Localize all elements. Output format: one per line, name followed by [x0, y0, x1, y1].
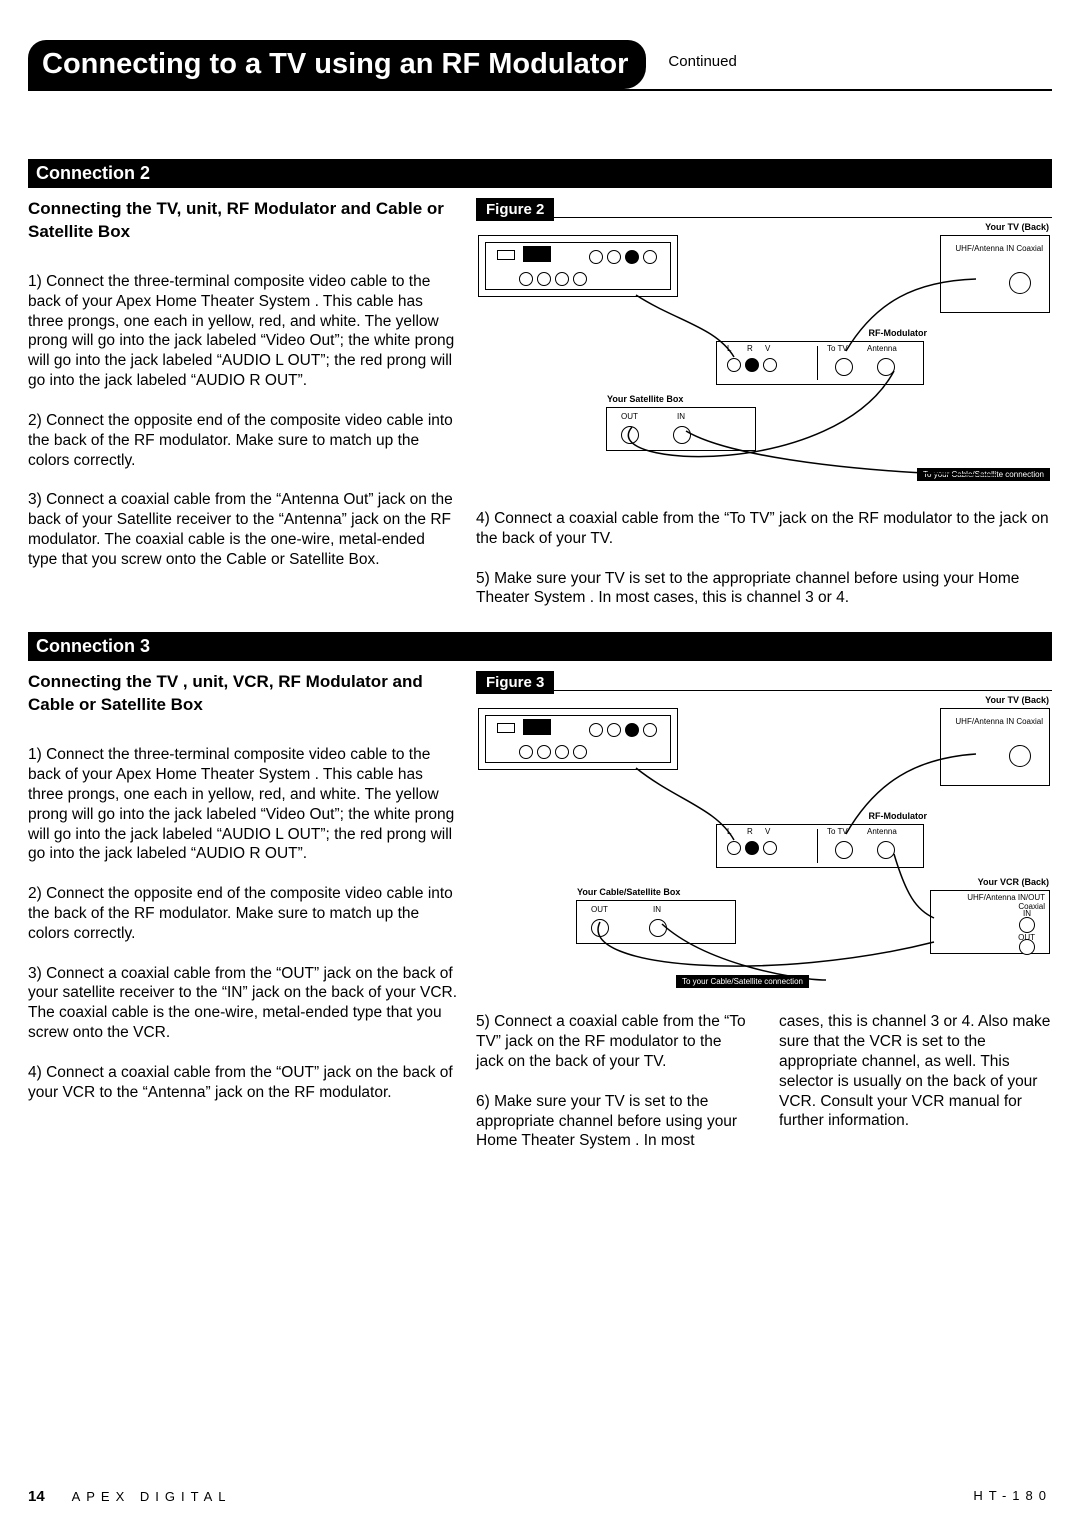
connection2-left: Connecting the TV, unit, RF Modulator an…: [28, 198, 458, 628]
footer-left: 14 APEX DIGITAL: [28, 1488, 232, 1505]
fig2-wires: [476, 231, 1046, 491]
figure3-box: Your TV (Back) UHF/Antenna IN Coaxial RF…: [476, 704, 1052, 994]
page-number: 14: [28, 1488, 45, 1505]
continued-label: Continued: [668, 53, 736, 70]
section-bar-connection2: Connection 2: [28, 159, 1052, 188]
connection3-step7: cases, this is channel 3 or 4. Also make…: [779, 1012, 1052, 1131]
connection3-step1: 1) Connect the three-terminal composite …: [28, 745, 458, 864]
figure2-rule: [554, 217, 1052, 218]
connection3-columns: Connecting the TV , unit, VCR, RF Modula…: [28, 671, 1052, 1171]
footer-model: HT-180: [973, 1488, 1052, 1505]
connection3-step6: 6) Make sure your TV is set to the appro…: [476, 1092, 749, 1151]
connection3-step5: 5) Connect a coaxial cable from the “To …: [476, 1012, 749, 1071]
section-bar-connection3: Connection 3: [28, 632, 1052, 661]
connection3-step2: 2) Connect the opposite end of the compo…: [28, 884, 458, 943]
connection3-heading: Connecting the TV , unit, VCR, RF Modula…: [28, 671, 458, 717]
figure3-label: Figure 3: [476, 671, 554, 694]
connection3-left: Connecting the TV , unit, VCR, RF Modula…: [28, 671, 458, 1171]
connection2-step2: 2) Connect the opposite end of the compo…: [28, 411, 458, 470]
figure2-box: Your TV (Back) UHF/Antenna IN Coaxial RF…: [476, 231, 1052, 491]
fig3-wires: [476, 704, 1046, 994]
connection2-step3: 3) Connect a coaxial cable from the “Ant…: [28, 490, 458, 569]
page-title: Connecting to a TV using an RF Modulator: [42, 48, 628, 80]
connection3-step4: 4) Connect a coaxial cable from the “OUT…: [28, 1063, 458, 1103]
page-footer: 14 APEX DIGITAL HT-180: [28, 1488, 1052, 1505]
connection2-right: Figure 2: [476, 198, 1052, 628]
footer-brand: APEX DIGITAL: [72, 1489, 232, 1504]
header-bar: Connecting to a TV using an RF Modulator…: [28, 40, 1052, 91]
connection3-right: Figure 3: [476, 671, 1052, 1171]
connection3-step3: 3) Connect a coaxial cable from the “OUT…: [28, 964, 458, 1043]
figure2-label: Figure 2: [476, 198, 554, 221]
figure2-diagram: Your TV (Back) UHF/Antenna IN Coaxial RF…: [476, 231, 1052, 491]
figure3-rule: [554, 690, 1052, 691]
figure2-label-row: Figure 2: [476, 198, 1052, 221]
figure3-label-row: Figure 3: [476, 671, 1052, 694]
connection2-heading: Connecting the TV, unit, RF Modulator an…: [28, 198, 458, 244]
figure3-diagram: Your TV (Back) UHF/Antenna IN Coaxial RF…: [476, 704, 1052, 994]
connection2-columns: Connecting the TV, unit, RF Modulator an…: [28, 198, 1052, 628]
connection2-step4: 4) Connect a coaxial cable from the “To …: [476, 509, 1052, 549]
connection3-lower-columns: 5) Connect a coaxial cable from the “To …: [476, 1012, 1052, 1171]
page-title-pill: Connecting to a TV using an RF Modulator: [28, 40, 646, 89]
connection2-step1: 1) Connect the three-terminal composite …: [28, 272, 458, 391]
connection2-step5: 5) Make sure your TV is set to the appro…: [476, 569, 1052, 609]
